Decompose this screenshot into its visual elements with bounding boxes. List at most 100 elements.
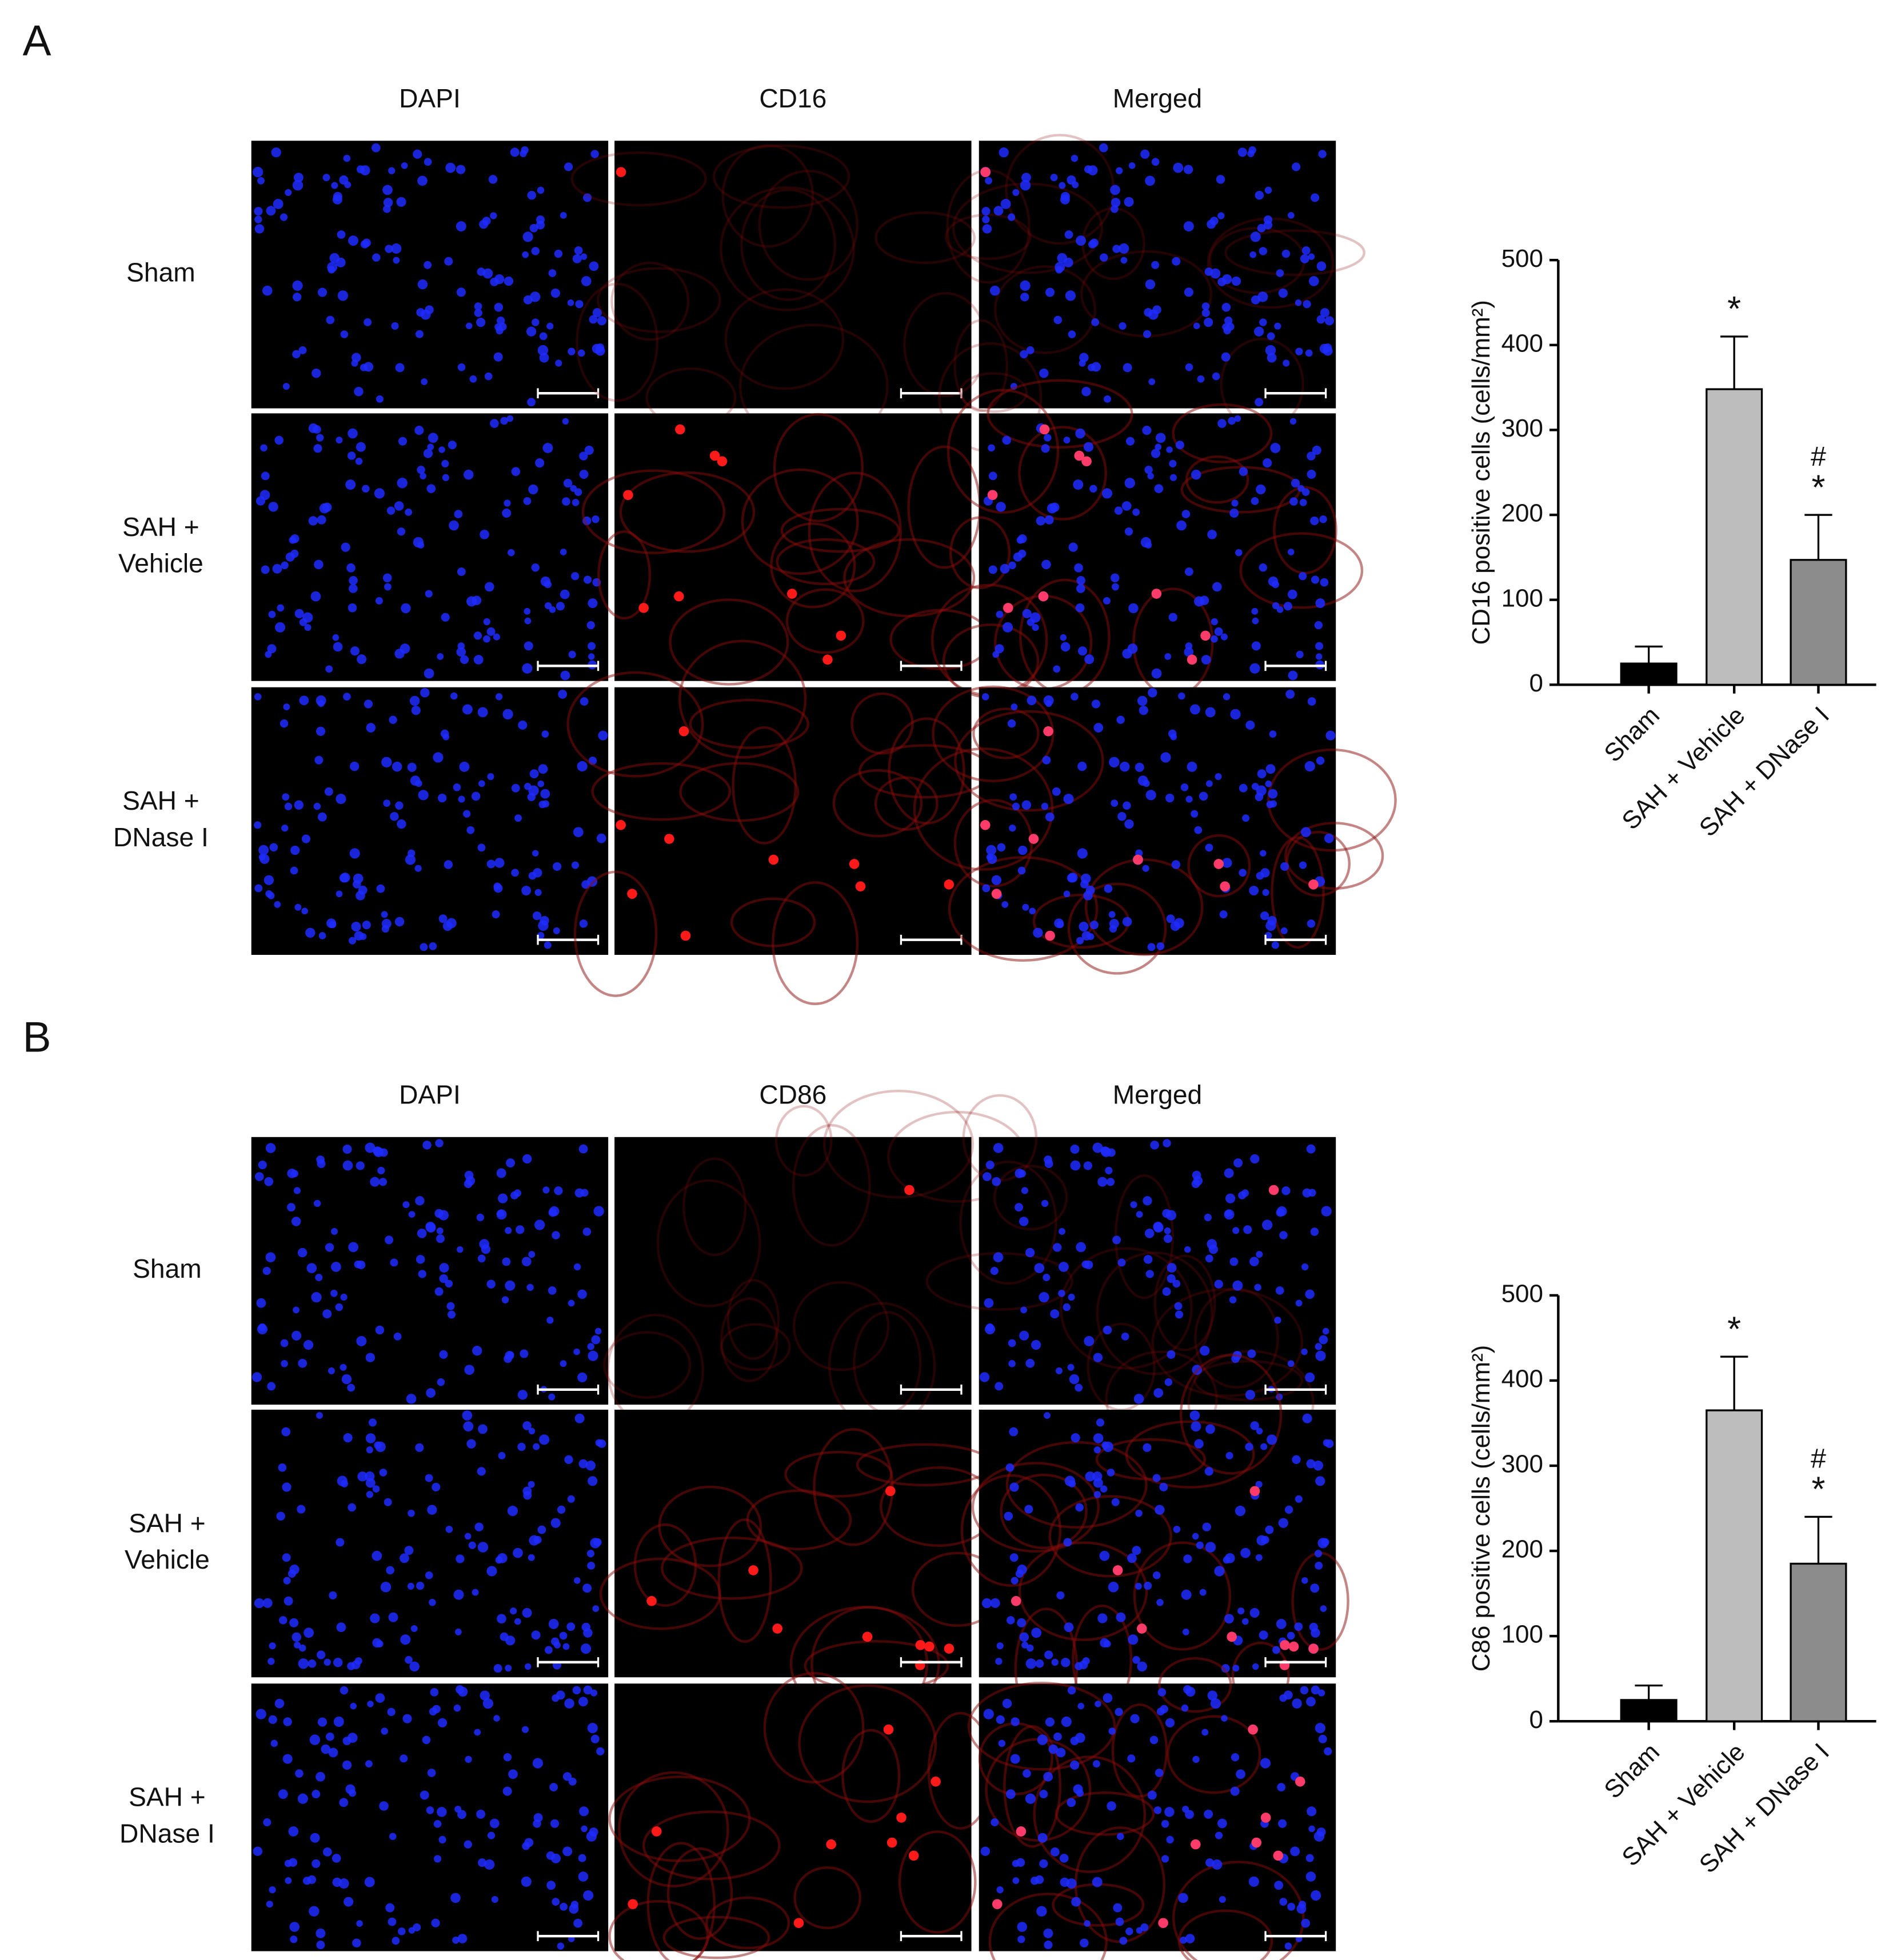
nucleus	[382, 185, 393, 195]
nucleus	[1044, 434, 1052, 442]
nucleus	[410, 1625, 418, 1633]
nucleus	[1277, 1783, 1286, 1791]
nucleus	[421, 378, 428, 385]
nucleus	[1151, 158, 1160, 166]
nucleus	[1205, 1858, 1215, 1867]
positive-cell	[1003, 603, 1013, 613]
nucleus	[1052, 1243, 1062, 1252]
nucleus	[381, 1727, 388, 1735]
nucleus	[459, 761, 470, 772]
image-background	[614, 1409, 972, 1678]
nucleus	[349, 576, 358, 585]
nucleus	[1281, 249, 1291, 258]
nucleus	[1317, 1689, 1325, 1697]
nucleus	[449, 520, 459, 531]
nucleus	[381, 925, 390, 933]
nucleus	[1189, 1410, 1200, 1421]
nucleus	[328, 1747, 338, 1758]
nucleus	[277, 604, 285, 612]
column-header: DAPI	[399, 83, 461, 113]
nucleus	[1254, 1283, 1261, 1291]
nucleus	[1201, 1729, 1209, 1736]
nucleus	[514, 1618, 521, 1625]
tissue-outline	[947, 389, 1060, 514]
nucleus	[1184, 647, 1194, 657]
nucleus	[1219, 910, 1228, 919]
nucleus	[253, 1846, 263, 1856]
tissue-outline	[773, 413, 864, 522]
nucleus	[496, 1209, 507, 1220]
nucleus	[517, 1390, 528, 1400]
nucleus	[540, 789, 550, 799]
nucleus	[322, 1309, 332, 1319]
nucleus	[1316, 1827, 1326, 1837]
nucleus	[374, 488, 385, 499]
nucleus	[352, 1660, 361, 1670]
nucleus	[1270, 443, 1281, 453]
nucleus	[992, 1177, 1001, 1186]
nucleus	[433, 1820, 442, 1828]
nucleus	[364, 1877, 375, 1887]
nucleus	[348, 235, 358, 246]
nucleus	[550, 1518, 561, 1528]
nucleus	[1020, 293, 1029, 302]
nucleus	[554, 249, 563, 258]
nucleus	[1271, 941, 1279, 949]
nucleus	[1311, 1890, 1321, 1901]
nucleus	[1279, 1898, 1288, 1906]
nucleus	[350, 646, 360, 656]
nucleus	[420, 943, 428, 951]
nucleus	[1238, 1191, 1247, 1199]
nucleus	[349, 1789, 357, 1797]
nucleus	[269, 1886, 276, 1894]
nucleus	[1217, 277, 1227, 286]
nucleus	[1089, 485, 1097, 493]
nucleus	[1019, 1330, 1029, 1341]
positive-cell	[651, 1826, 662, 1837]
nucleus	[1150, 1141, 1159, 1150]
nucleus	[262, 285, 273, 296]
nucleus	[340, 1686, 349, 1695]
nucleus	[526, 326, 537, 337]
nucleus	[400, 1754, 408, 1763]
nucleus	[1106, 1178, 1115, 1186]
tissue-outline	[573, 870, 658, 997]
nucleus	[1044, 515, 1054, 525]
nucleus	[532, 911, 542, 921]
nucleus	[990, 1598, 1000, 1608]
nucleus	[444, 257, 453, 266]
nucleus	[397, 478, 408, 489]
nucleus	[425, 590, 433, 598]
positive-cell	[849, 859, 860, 869]
nucleus	[395, 801, 404, 810]
nucleus	[268, 1715, 277, 1724]
nucleus	[1116, 715, 1125, 724]
nucleus	[1205, 1542, 1216, 1553]
nucleus	[309, 1906, 320, 1917]
nucleus	[1050, 1847, 1060, 1857]
nucleus	[984, 1298, 994, 1308]
nucleus	[500, 417, 508, 425]
nucleus	[1043, 1928, 1053, 1938]
nucleus	[1125, 437, 1135, 446]
nucleus	[1239, 467, 1248, 476]
nucleus	[457, 363, 466, 371]
nucleus	[533, 1535, 542, 1544]
nucleus	[462, 1410, 473, 1421]
tissue-outline	[689, 698, 809, 749]
nucleus	[1191, 1421, 1201, 1432]
nucleus	[531, 563, 540, 572]
nucleus	[307, 1875, 317, 1884]
nucleus	[273, 198, 283, 209]
nucleus	[388, 1612, 398, 1622]
nucleus	[1068, 330, 1076, 338]
nucleus	[1143, 1196, 1152, 1206]
nucleus	[1064, 230, 1073, 239]
nucleus	[454, 1806, 462, 1813]
nucleus	[371, 143, 381, 153]
nucleus	[1181, 510, 1191, 518]
nucleus	[1230, 709, 1241, 720]
nucleus	[1278, 1518, 1288, 1528]
nucleus	[548, 269, 557, 277]
nucleus	[1117, 1833, 1124, 1841]
